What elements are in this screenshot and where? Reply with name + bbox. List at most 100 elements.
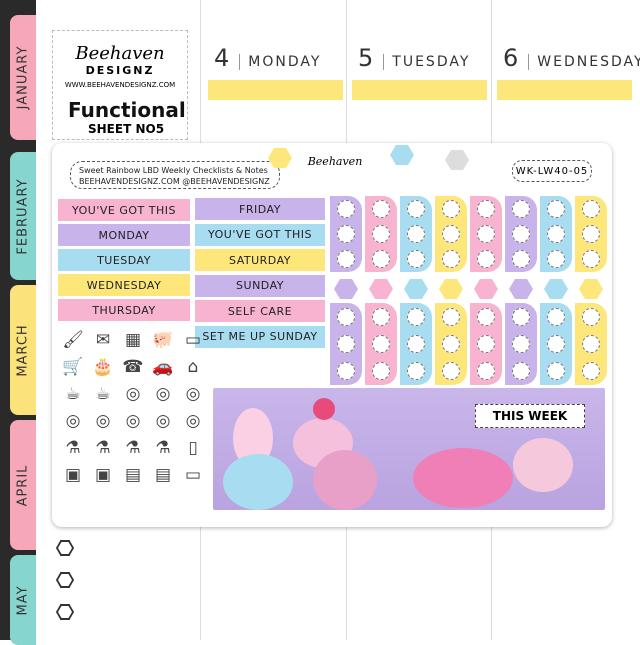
hexagon-checkbox [369,279,393,299]
label-sticker: FRIDAY [195,198,325,220]
hexagon-checkbox [544,279,568,299]
checkbox-circle [547,224,565,243]
sheet-title: Sweet Rainbow LBD Weekly Checklists & No… [79,166,268,175]
sheet-code: WK-LW40-05 [512,160,592,182]
plate-icon: ◎ [125,411,141,431]
label-sticker: YOU'VE GOT THIS [195,223,325,246]
checkbox-circle [372,307,390,326]
coffee-icon: ☕ [95,384,111,404]
tab-march[interactable]: MARCH [10,285,36,415]
checkbox-circle [442,250,460,269]
checkbox-strip [330,303,362,385]
day-name: TUESDAY [383,54,470,70]
yellow-bar [352,80,487,100]
checkbox-circle [477,307,495,326]
hexagon-checkbox [334,279,358,299]
checkbox-strip [505,303,537,385]
checkbox-circle [582,334,600,353]
credit-card-icon: ▭ [184,330,202,350]
hexagon-checkbox [509,279,533,299]
label-sticker: TUESDAY [58,249,190,271]
sheet-logo: Beehaven [307,155,363,168]
checkbox-circle [337,362,355,381]
checkbox-strip [365,303,397,385]
label-sticker: THURSDAY [58,299,190,321]
column-monday: 4 MONDAY [214,44,321,72]
tab-april[interactable]: APRIL [10,420,36,550]
checkbox-strip [435,196,467,272]
spray-bottle-icon: ⚗ [95,438,111,458]
checkbox-circle [512,250,530,269]
hexagon-icon [56,540,74,556]
vacuum-icon: ⚗ [155,438,171,458]
checkbox-circle [372,362,390,381]
checkbox-circle [477,224,495,243]
checkbox-circle [372,224,390,243]
tab-label: APRIL [15,464,31,506]
checkbox-strip [470,196,502,272]
checkbox-circle [512,199,530,218]
checkbox-circle [337,224,355,243]
cherry-illustration [313,398,335,420]
hexagon-checkbox [439,279,463,299]
vacuum-icon: ⚗ [125,438,141,458]
calculator-icon: ▦ [124,330,142,350]
checkbox-circle [547,250,565,269]
checkbox-circle [582,307,600,326]
checkbox-circle [442,199,460,218]
checkbox-circle [442,224,460,243]
laundry-basket-icon: ▤ [154,465,172,485]
brand-url: WWW.BEEHAVENDESIGNZ.COM [64,81,176,89]
mailbox-icon: ✉ [95,330,111,350]
tab-may[interactable]: MAY [10,555,36,645]
bag-illustration [413,448,513,508]
sheet-number: SHEET NO5 [88,122,165,136]
phone-icon: ☎ [122,357,144,377]
label-sticker: SELF CARE [195,300,325,322]
day-number: 6 [503,44,519,72]
checkbox-strip [575,196,607,272]
this-week-banner: THIS WEEK [475,404,585,428]
tab-february[interactable]: FEBRUARY [10,152,36,280]
column-wednesday: 6 WEDNESDAY [503,44,640,72]
tab-january[interactable]: JANUARY [10,15,36,140]
label-sticker: SATURDAY [195,249,325,271]
tab-label: MARCH [15,323,31,377]
house-icon: ⌂ [187,357,199,377]
hexagon-checkbox [474,279,498,299]
plate-icon: ◎ [95,411,111,431]
checkbox-circle [372,250,390,269]
checkbox-circle [547,362,565,381]
checkbox-circle [407,199,425,218]
tab-label: FEBRUARY [15,177,31,255]
checkbox-strip [505,196,537,272]
donut-illustration [313,450,377,510]
checkbox-strip [540,303,572,385]
day-name: WEDNESDAY [528,54,640,70]
plate-icon: ◎ [65,411,81,431]
drink-illustration [223,454,293,510]
trash-icon: ▯ [188,438,198,458]
day-name: MONDAY [239,54,321,70]
label-sticker: SET ME UP SUNDAY [195,325,325,348]
hexagon-checkbox [404,279,428,299]
checkbox-circle [582,224,600,243]
day-number: 4 [214,44,230,72]
icon-stickers: 🖌 ✉ ▦ 🐖 ▭ 🛒 🎂 ☎ 🚗 ⌂ ☕ ☕ ◎ ◎ ◎ ◎ ◎ ◎ ◎ ◎ ⚗ ⚗ ⚗ ⚗ ▯ ▣ ▣ ▤ ▤ ▭ [58,330,208,492]
laundry-basket-icon: ▤ [124,465,142,485]
checkbox-circle [407,250,425,269]
sheet-header: Sweet Rainbow LBD Weekly Checklists & No… [70,161,280,189]
plate-icon: ◎ [185,411,201,431]
tab-label: MAY [15,584,31,616]
checkbox-circle [582,199,600,218]
checkbox-strip [400,196,432,272]
product-title: Functional [68,98,186,122]
column-tuesday: 5 TUESDAY [358,44,470,72]
checkbox-circle [512,224,530,243]
checkbox-circle [442,307,460,326]
checkbox-strip [540,196,572,272]
hexagon-checkbox [579,279,603,299]
checkbox-circle [547,334,565,353]
spray-bottle-icon: ⚗ [65,438,81,458]
checkbox-strip [330,196,362,272]
